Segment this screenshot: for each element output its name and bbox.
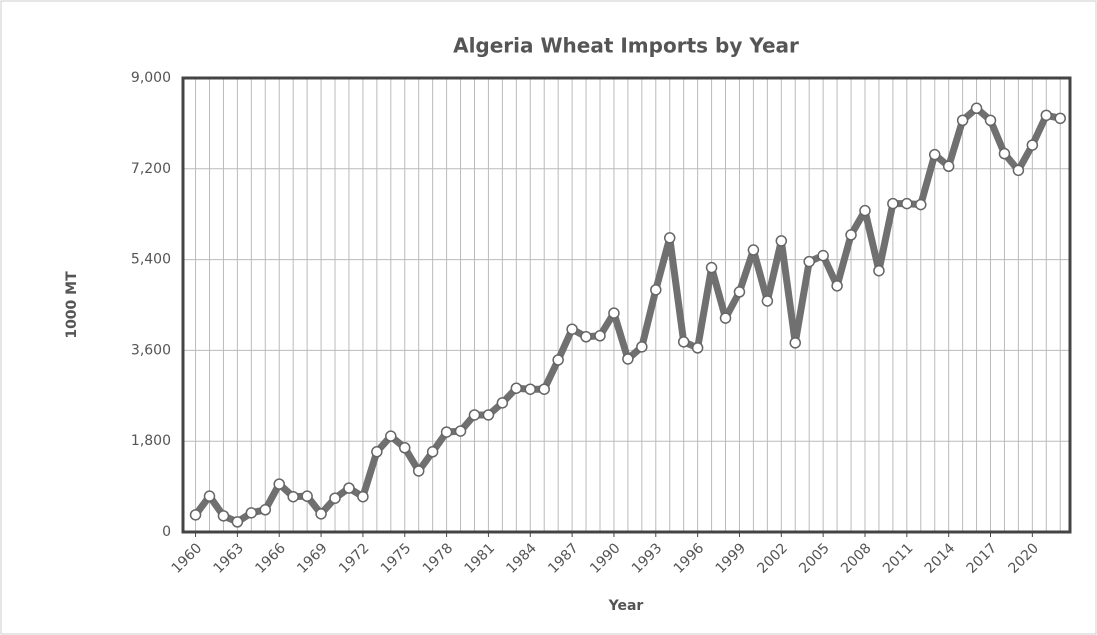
y-tick-label: 3,600 — [131, 342, 171, 358]
data-point — [468, 409, 481, 421]
data-point — [482, 409, 495, 421]
data-point — [719, 312, 732, 324]
data-point — [385, 430, 397, 442]
data-point — [357, 490, 369, 503]
data-point — [775, 235, 788, 247]
data-point — [217, 510, 230, 522]
data-point — [873, 264, 885, 277]
data-point — [524, 383, 537, 395]
plot-border — [181, 76, 1072, 534]
data-point — [1012, 164, 1025, 177]
data-point — [231, 516, 244, 528]
y-tick-label: 1,800 — [131, 433, 171, 449]
data-point — [399, 442, 411, 454]
data-point — [691, 342, 704, 354]
data-point — [915, 198, 927, 211]
data-point — [510, 382, 523, 394]
data-point — [845, 229, 857, 241]
plot-area — [183, 78, 1070, 532]
data-point — [887, 197, 899, 210]
data-point — [859, 204, 871, 217]
data-point — [733, 286, 746, 298]
data-point — [329, 492, 341, 504]
chart-title: Algeria Wheat Imports by Year — [453, 34, 799, 58]
data-point — [1054, 112, 1066, 125]
data-point — [705, 261, 718, 274]
data-point — [259, 504, 272, 516]
data-point — [956, 114, 969, 127]
y-axis-title: 1000 MT — [64, 271, 80, 339]
data-point — [608, 307, 620, 319]
data-point — [1026, 139, 1039, 151]
y-tick-label: 9,000 — [131, 70, 171, 86]
data-point — [928, 148, 941, 161]
data-point — [594, 330, 606, 342]
data-point — [245, 507, 258, 519]
data-point — [343, 482, 355, 494]
data-point — [203, 490, 216, 502]
data-point — [566, 323, 578, 335]
data-point — [789, 337, 802, 349]
data-point — [273, 478, 285, 490]
data-point — [761, 295, 774, 307]
y-tick-label: 5,400 — [131, 252, 171, 268]
data-point — [454, 425, 467, 437]
data-point — [636, 341, 648, 353]
data-point — [942, 160, 955, 173]
data-point — [747, 244, 760, 256]
data-point — [650, 284, 662, 296]
data-point — [677, 336, 690, 348]
data-point — [580, 331, 592, 343]
data-point — [817, 249, 829, 262]
y-tick-label: 7,200 — [131, 161, 171, 177]
data-point — [189, 509, 202, 521]
data-point — [1040, 109, 1053, 122]
data-point — [315, 508, 327, 520]
data-point — [901, 197, 913, 210]
data-point — [426, 446, 439, 458]
data-point — [371, 446, 383, 458]
data-point — [287, 490, 299, 503]
data-point — [538, 383, 550, 395]
data-point — [663, 232, 676, 244]
data-point — [301, 490, 313, 502]
data-point — [622, 353, 634, 365]
data-point — [970, 102, 983, 115]
data-point — [984, 114, 997, 127]
data-point — [440, 426, 453, 438]
data-point — [496, 397, 509, 409]
data-point — [803, 255, 815, 268]
data-point — [552, 354, 564, 366]
x-axis-title: Year — [608, 598, 644, 614]
data-point — [831, 280, 843, 292]
data-point — [998, 147, 1011, 160]
data-point — [412, 465, 425, 477]
y-tick-label: 0 — [162, 524, 171, 540]
